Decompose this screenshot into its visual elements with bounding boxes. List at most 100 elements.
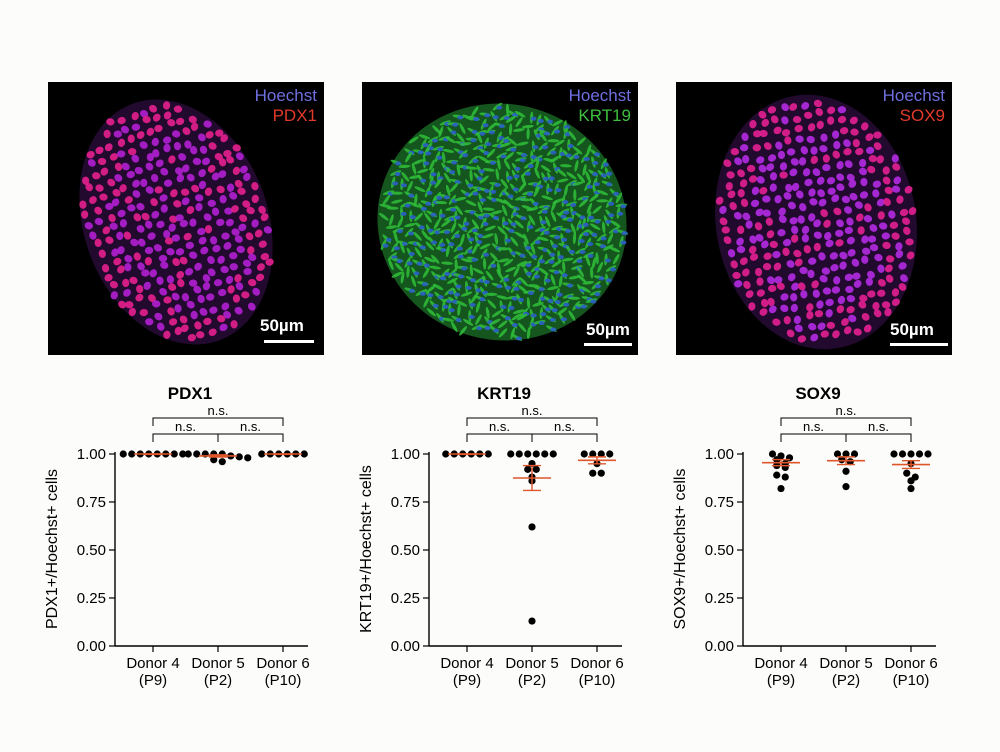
cell-nucleus — [853, 280, 862, 288]
cell-nucleus — [779, 162, 788, 171]
cell-nucleus — [853, 328, 862, 336]
significance-label: n.s. — [208, 403, 229, 418]
cell-fibre — [385, 225, 398, 229]
cell-nucleus — [865, 146, 875, 155]
cell-nucleus — [736, 245, 746, 254]
cell-fibre — [589, 193, 599, 202]
data-point — [903, 469, 911, 477]
cell-fibre — [423, 296, 430, 308]
cell-nucleus — [520, 153, 527, 158]
data-point — [907, 484, 915, 493]
cell-nucleus — [876, 198, 885, 207]
cell-nucleus — [199, 145, 208, 154]
cell-nucleus — [439, 242, 446, 247]
cell-nucleus — [185, 268, 194, 276]
cell-nucleus — [510, 147, 517, 152]
cell-nucleus — [123, 288, 131, 297]
cell-fibre — [462, 114, 474, 121]
cell-fibre — [534, 167, 540, 179]
cell-nucleus — [181, 293, 190, 302]
cell-fibre — [523, 233, 529, 245]
cell-nucleus — [826, 177, 836, 185]
cell-nucleus — [232, 166, 241, 175]
cell-nucleus — [209, 236, 218, 245]
cell-nucleus — [217, 315, 226, 323]
cell-fibre — [519, 198, 532, 202]
cell-fibre — [590, 266, 594, 279]
cell-nucleus — [483, 151, 490, 156]
cell-nucleus — [793, 249, 802, 258]
cell-fibre — [607, 232, 614, 244]
cell-nucleus — [178, 153, 187, 161]
cell-fibre — [512, 128, 525, 132]
cell-nucleus — [781, 129, 791, 137]
cell-nucleus — [439, 213, 446, 218]
cell-nucleus — [107, 178, 116, 187]
cell-nucleus — [743, 280, 751, 289]
cell-fibre — [596, 189, 609, 196]
cell-nucleus — [482, 221, 489, 226]
cell-fibre — [425, 241, 435, 251]
cell-nucleus — [500, 154, 507, 159]
cell-nucleus — [172, 258, 180, 266]
cell-nucleus — [816, 120, 824, 130]
cell-nucleus — [801, 225, 810, 235]
cell-nucleus — [761, 298, 769, 308]
cell-nucleus — [820, 209, 828, 218]
cell-nucleus — [260, 213, 269, 222]
cell-fibre — [472, 243, 479, 255]
cell-nucleus — [861, 312, 870, 321]
cell-nucleus — [127, 148, 137, 156]
cell-nucleus — [87, 159, 96, 167]
cell-nucleus — [166, 275, 175, 284]
cell-nucleus — [111, 248, 119, 257]
cell-nucleus — [195, 202, 203, 212]
data-point — [484, 450, 492, 458]
cell-nucleus — [152, 300, 161, 308]
cell-fibre — [496, 262, 501, 275]
cell-fibre — [478, 155, 489, 163]
cell-fibre — [551, 200, 557, 212]
cell-fibre — [479, 243, 491, 250]
cell-nucleus — [822, 163, 831, 172]
cell-nucleus — [795, 135, 804, 143]
cell-fibre — [434, 178, 443, 189]
cell-nucleus — [419, 291, 426, 296]
cell-fibre — [408, 201, 421, 208]
cell-nucleus — [721, 226, 730, 234]
cell-nucleus — [437, 176, 444, 181]
cell-nucleus — [549, 252, 556, 257]
cell-nucleus — [864, 203, 872, 212]
cell-nucleus — [472, 158, 479, 163]
cell-nucleus — [101, 264, 110, 273]
cell-nucleus — [605, 278, 612, 283]
cell-nucleus — [884, 186, 893, 195]
micrograph-pdx1: Hoechst PDX1 50µm — [48, 82, 324, 355]
cell-nucleus — [513, 174, 520, 179]
cell-nucleus — [613, 191, 620, 196]
significance-bracket — [152, 417, 284, 426]
cell-nucleus — [784, 136, 792, 145]
cell-nucleus — [229, 252, 238, 260]
cell-nucleus — [234, 179, 243, 188]
cell-nucleus — [124, 196, 133, 204]
cell-nucleus — [243, 267, 252, 276]
cell-nucleus — [513, 286, 520, 291]
cell-nucleus — [861, 255, 869, 264]
cell-nucleus — [895, 250, 904, 259]
cell-nucleus — [770, 115, 779, 124]
cell-nucleus — [113, 130, 123, 138]
cell-nucleus — [906, 251, 915, 260]
cell-nucleus — [524, 171, 531, 176]
cell-nucleus — [883, 197, 891, 206]
cell-nucleus — [130, 238, 139, 247]
cell-nucleus — [133, 213, 142, 222]
cell-fibre — [576, 173, 586, 183]
cell-nucleus — [218, 158, 227, 167]
data-point — [193, 450, 201, 458]
cell-nucleus — [621, 231, 628, 236]
cell-nucleus — [580, 304, 587, 309]
cell-fibre — [558, 275, 563, 288]
cell-nucleus — [565, 153, 572, 158]
cell-nucleus — [479, 131, 486, 136]
